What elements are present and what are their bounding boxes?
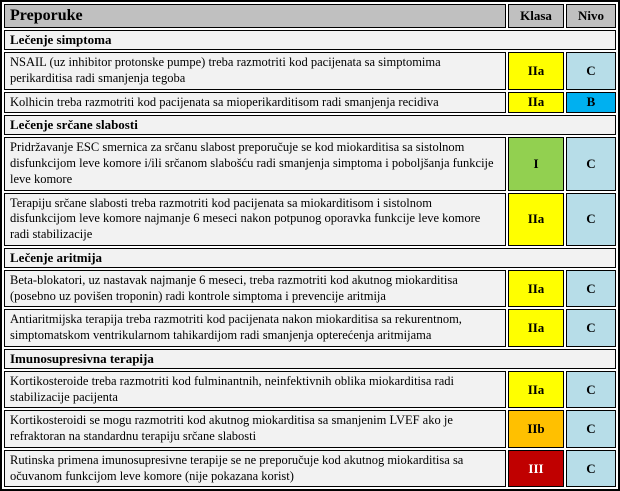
recommendation-row: Beta-blokatori, uz nastavak najmanje 6 m…: [4, 269, 616, 308]
section-title: Lečenje aritmija: [4, 247, 616, 268]
class-column-header: Klasa: [508, 4, 564, 28]
recommendation-row: Kortikosteroidi se mogu razmotriti kod a…: [4, 410, 616, 448]
recommendation-row: Terapiju srčane slabosti treba razmotrit…: [4, 192, 616, 246]
class-badge: III: [508, 449, 564, 488]
recommendation-text: Kolhicin treba razmotriti kod pacijenata…: [4, 91, 506, 114]
recommendation-row: Pridržavanje ESC smernica za srčanu slab…: [4, 137, 616, 191]
level-badge: C: [566, 192, 616, 246]
class-badge: IIa: [508, 269, 564, 308]
class-badge: I: [508, 137, 564, 191]
recommendation-row: NSAIL (uz inhibitor protonske pumpe) tre…: [4, 52, 616, 90]
recommendation-text: Pridržavanje ESC smernica za srčanu slab…: [4, 137, 506, 191]
recommendation-row: Rutinska primena imunosupresivne terapij…: [4, 449, 616, 488]
recommendations-table-body: Lečenje simptoma NSAIL (uz inhibitor prot…: [4, 30, 616, 488]
recommendation-text: Antiaritmijska terapija treba razmotriti…: [4, 309, 506, 347]
section-title: Lečenje simptoma: [4, 30, 616, 50]
class-badge: IIa: [508, 52, 564, 90]
section-row: Lečenje simptoma: [4, 30, 616, 50]
level-badge: C: [566, 52, 616, 90]
recommendation-text: Beta-blokatori, uz nastavak najmanje 6 m…: [4, 269, 506, 308]
recommendation-row: Kortikosteroide treba razmotriti kod ful…: [4, 370, 616, 409]
level-badge: C: [566, 370, 616, 409]
class-badge: IIa: [508, 91, 564, 114]
section-title: Lečenje srčane slabosti: [4, 115, 616, 136]
level-badge: C: [566, 269, 616, 308]
recommendation-text: NSAIL (uz inhibitor protonske pumpe) tre…: [4, 52, 506, 90]
class-badge: IIb: [508, 410, 564, 448]
class-badge: IIa: [508, 370, 564, 409]
recommendation-text: Kortikosteroide treba razmotriti kod ful…: [4, 370, 506, 409]
level-badge: C: [566, 449, 616, 488]
level-badge: B: [566, 91, 616, 114]
level-badge: C: [566, 410, 616, 448]
recommendation-row: Kolhicin treba razmotriti kod pacijenata…: [4, 91, 616, 114]
recommendation-text: Terapiju srčane slabosti treba razmotrit…: [4, 192, 506, 246]
level-badge: C: [566, 137, 616, 191]
recommendations-header: Preporuke: [4, 4, 506, 28]
section-row: Lečenje srčane slabosti: [4, 115, 616, 136]
level-column-header: Nivo: [566, 4, 616, 28]
recommendation-text: Kortikosteroidi se mogu razmotriti kod a…: [4, 410, 506, 448]
table-header-row: Preporuke Klasa Nivo: [4, 4, 616, 28]
section-row: Imunosupresivna terapija: [4, 348, 616, 369]
level-badge: C: [566, 309, 616, 347]
recommendation-row: Antiaritmijska terapija treba razmotriti…: [4, 309, 616, 347]
class-badge: IIa: [508, 309, 564, 347]
section-row: Lečenje aritmija: [4, 247, 616, 268]
class-badge: IIa: [508, 192, 564, 246]
recommendation-text: Rutinska primena imunosupresivne terapij…: [4, 449, 506, 488]
section-title: Imunosupresivna terapija: [4, 348, 616, 369]
